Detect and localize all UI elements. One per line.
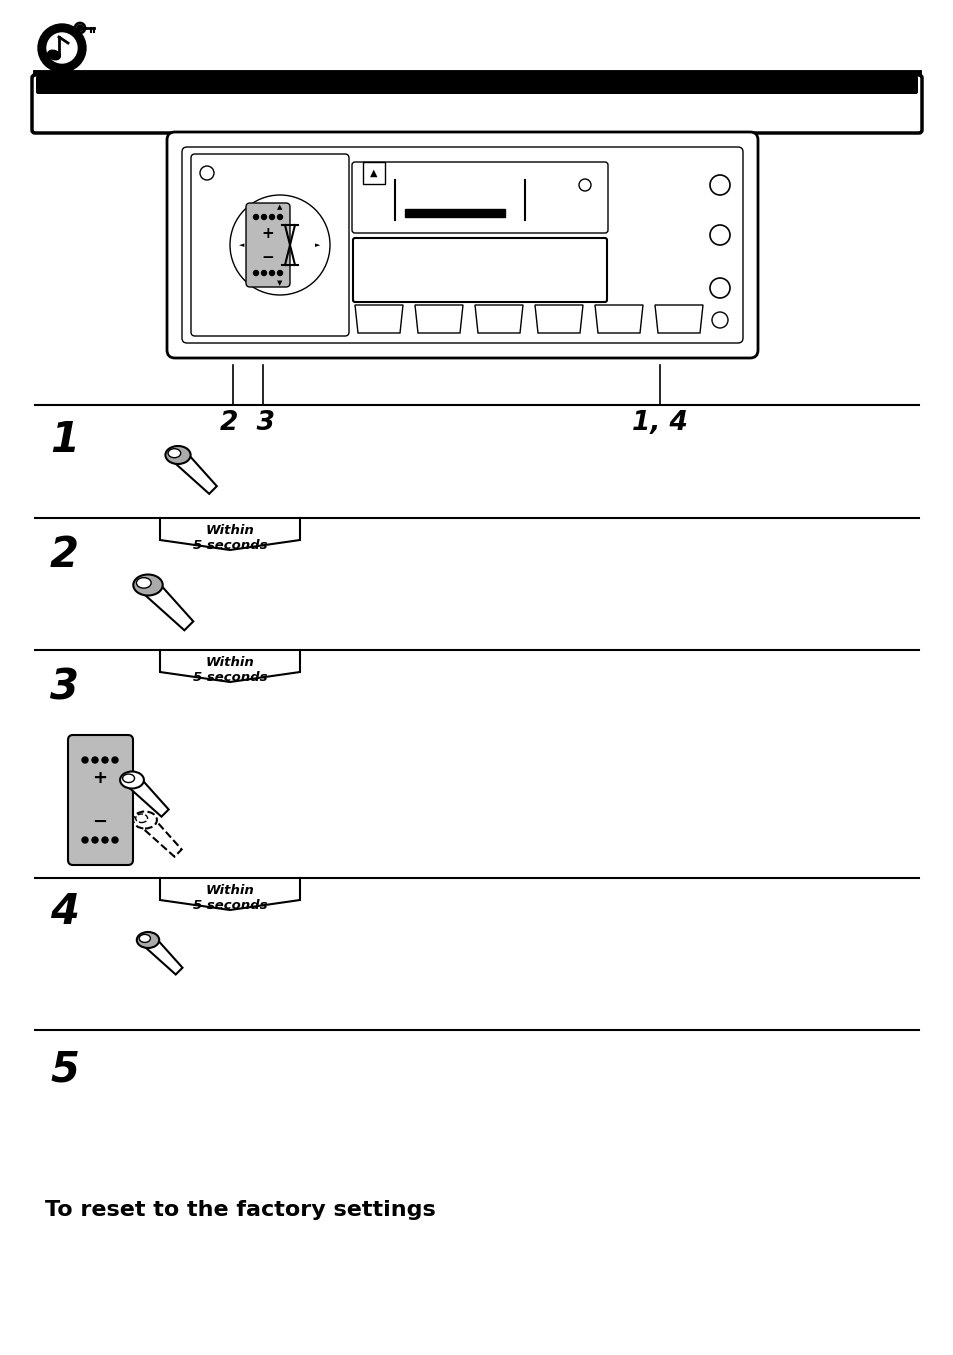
FancyBboxPatch shape [246, 203, 290, 287]
Text: −: − [261, 249, 274, 264]
FancyBboxPatch shape [36, 76, 917, 93]
Circle shape [200, 167, 213, 180]
Circle shape [47, 33, 77, 62]
Text: 2: 2 [50, 534, 79, 576]
Polygon shape [415, 305, 462, 333]
FancyBboxPatch shape [353, 238, 606, 302]
Circle shape [112, 757, 118, 763]
Ellipse shape [120, 771, 144, 789]
Circle shape [277, 271, 282, 275]
Circle shape [102, 757, 108, 763]
Text: 2  3: 2 3 [220, 411, 275, 436]
Circle shape [709, 175, 729, 195]
FancyBboxPatch shape [68, 734, 132, 864]
Circle shape [230, 195, 330, 295]
Circle shape [82, 757, 88, 763]
Ellipse shape [123, 774, 134, 783]
Circle shape [269, 214, 274, 220]
Text: ▲: ▲ [277, 205, 282, 210]
Text: ◄: ◄ [239, 243, 244, 248]
Circle shape [261, 214, 266, 220]
Text: 4: 4 [50, 892, 79, 934]
FancyBboxPatch shape [182, 146, 742, 343]
FancyBboxPatch shape [352, 163, 607, 233]
Polygon shape [127, 775, 169, 817]
Circle shape [91, 837, 98, 843]
Circle shape [77, 24, 83, 31]
Text: ▲: ▲ [370, 168, 377, 178]
Polygon shape [139, 814, 181, 856]
Circle shape [253, 214, 258, 220]
Bar [405, 209, 504, 217]
Ellipse shape [133, 812, 156, 828]
Circle shape [709, 225, 729, 245]
Text: −: − [92, 813, 108, 831]
Ellipse shape [168, 449, 180, 458]
Text: Within
5 seconds: Within 5 seconds [193, 656, 267, 684]
Text: Within
5 seconds: Within 5 seconds [193, 524, 267, 551]
Text: 1, 4: 1, 4 [632, 411, 687, 436]
Ellipse shape [136, 932, 159, 948]
Text: 5: 5 [50, 1049, 79, 1091]
Circle shape [82, 837, 88, 843]
FancyBboxPatch shape [167, 131, 758, 358]
Polygon shape [475, 305, 522, 333]
Text: ►: ► [315, 243, 320, 248]
Polygon shape [655, 305, 702, 333]
Ellipse shape [139, 935, 151, 942]
Polygon shape [160, 878, 299, 911]
Circle shape [112, 837, 118, 843]
Circle shape [91, 757, 98, 763]
Polygon shape [160, 650, 299, 682]
Ellipse shape [133, 575, 163, 595]
Polygon shape [141, 579, 193, 630]
Polygon shape [143, 935, 182, 974]
Polygon shape [355, 305, 402, 333]
Text: Within
5 seconds: Within 5 seconds [193, 883, 267, 912]
Polygon shape [535, 305, 582, 333]
Circle shape [711, 312, 727, 328]
Circle shape [269, 271, 274, 275]
FancyBboxPatch shape [191, 154, 349, 336]
Text: 1: 1 [50, 419, 79, 461]
Polygon shape [595, 305, 642, 333]
Circle shape [38, 24, 86, 72]
Text: ▼: ▼ [277, 280, 282, 286]
Polygon shape [160, 518, 299, 550]
Circle shape [261, 271, 266, 275]
Ellipse shape [165, 446, 191, 463]
Text: To reset to the factory settings: To reset to the factory settings [45, 1201, 436, 1220]
Circle shape [102, 837, 108, 843]
Text: +: + [92, 770, 108, 787]
Ellipse shape [136, 577, 151, 588]
FancyBboxPatch shape [32, 75, 921, 133]
Circle shape [253, 271, 258, 275]
Polygon shape [172, 450, 216, 493]
Text: +: + [261, 225, 274, 240]
Circle shape [277, 214, 282, 220]
Circle shape [709, 278, 729, 298]
Circle shape [578, 179, 590, 191]
Bar [363, 163, 385, 184]
Ellipse shape [48, 50, 60, 60]
Ellipse shape [135, 814, 148, 822]
Text: 3: 3 [50, 667, 79, 709]
